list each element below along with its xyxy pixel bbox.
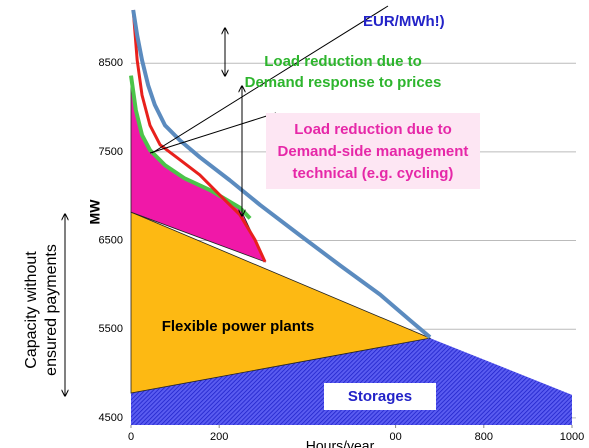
x-tick-label: 00	[389, 431, 401, 443]
x-axis-label: Hours/year	[306, 438, 375, 448]
y-tick-label: 5500	[99, 323, 123, 335]
y-tick-label: 7500	[99, 146, 123, 158]
line	[131, 9, 432, 339]
x-tick-label: 200	[210, 431, 228, 443]
annotation: Load reduction due to	[294, 121, 452, 138]
marks	[129, 9, 572, 425]
x-tick-label: 800	[475, 431, 493, 443]
side-label: ensured payments	[43, 244, 60, 376]
pointer-line	[149, 112, 277, 154]
annotation: EUR/MWh!)	[363, 13, 445, 30]
line	[131, 9, 267, 263]
line	[129, 75, 252, 220]
annotation: Demand response to prices	[245, 74, 442, 91]
annotation: Flexible power plants	[162, 318, 315, 335]
region	[130, 211, 432, 394]
annotation: Storages	[348, 388, 412, 405]
y-tick-label: 8500	[99, 57, 123, 69]
side-label: Capacity without	[23, 251, 40, 369]
annotations: EUR/MWh!) Load reduction due to Demand r…	[23, 5, 480, 448]
x-tick-label: 1000	[560, 431, 584, 443]
area	[131, 338, 572, 425]
pointer-line	[151, 5, 389, 154]
x-tick-label: 0	[128, 431, 134, 443]
annotation: Load reduction due to	[264, 53, 422, 70]
y-tick-label: 4500	[99, 412, 123, 424]
annotation: Demand-side management	[278, 143, 469, 160]
annotation: technical (e.g. cycling)	[293, 165, 454, 182]
annotation-box	[324, 383, 436, 410]
y-axis-label: MW	[87, 199, 103, 225]
y-tick-label: 6500	[99, 234, 123, 246]
annotation-box	[266, 113, 480, 189]
